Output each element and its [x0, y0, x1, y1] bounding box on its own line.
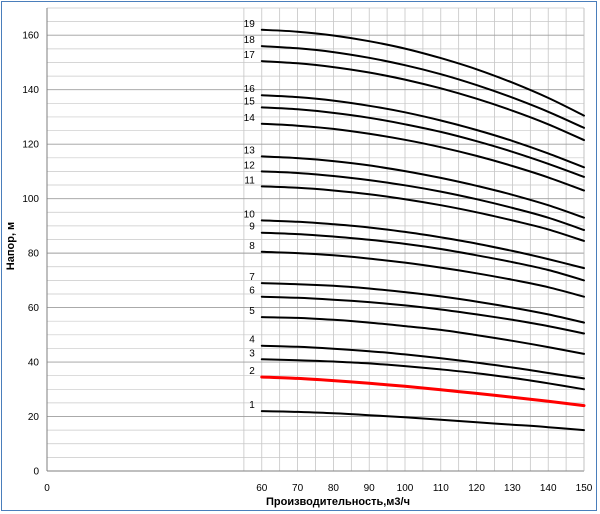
x-axis-title: Производительность,м3/ч: [266, 496, 410, 508]
y-tick-label: 160: [22, 31, 39, 42]
curve-label-10: 10: [244, 209, 256, 220]
x-tick-label: 80: [328, 483, 340, 494]
x-tick-labels: 0 60 70 80 90 100 110 120 130 140 150: [44, 483, 593, 494]
curve-label-18: 18: [244, 35, 256, 46]
curve-label-6: 6: [249, 286, 255, 297]
x-tick-label: 140: [540, 483, 557, 494]
curve-14: [260, 122, 585, 192]
x-tick-label: 120: [468, 483, 485, 494]
y-tick-label: 100: [22, 194, 39, 205]
curve-label-16: 16: [244, 84, 256, 95]
curve-9: [260, 231, 585, 282]
curve-label-12: 12: [244, 160, 256, 171]
x-tick-label: 110: [433, 483, 449, 494]
y-tick-label: 80: [28, 249, 40, 260]
x-tick-label: 0: [44, 483, 50, 494]
curve-18: [260, 45, 585, 129]
curve-11: [260, 185, 585, 242]
curve-label-5: 5: [249, 306, 255, 317]
curve-6: [260, 295, 585, 335]
curve-4: [260, 344, 585, 380]
curve-label-15: 15: [244, 96, 256, 107]
x-tick-label: 100: [397, 483, 414, 494]
curve-19: [260, 28, 585, 117]
y-tick-label: 140: [22, 85, 39, 96]
y-tick-label: 60: [28, 303, 40, 314]
curve-7: [260, 282, 585, 324]
curve-label-14: 14: [244, 113, 256, 124]
x-tick-label: 70: [292, 483, 304, 494]
curve-1: [260, 410, 585, 432]
curve-label-9: 9: [249, 222, 255, 233]
curve-3: [260, 358, 585, 391]
curve-label-8: 8: [249, 241, 255, 252]
x-tick-label: 130: [504, 483, 521, 494]
curve-15: [260, 106, 585, 178]
y-tick-label: 20: [28, 412, 40, 423]
curve-label-17: 17: [244, 50, 256, 61]
curve-12: [260, 170, 585, 231]
curve-label-7: 7: [249, 272, 255, 283]
curve-17: [260, 60, 585, 142]
y-tick-label: 120: [22, 140, 39, 151]
x-tick-label: 150: [576, 483, 593, 494]
y-tick-labels: 0 20 40 60 80 100 120 140 160: [22, 31, 39, 478]
curve-label-19: 19: [244, 19, 256, 30]
y-tick-label: 40: [28, 358, 40, 369]
curve-label-1: 1: [249, 400, 255, 411]
x-tick-label: 60: [256, 483, 268, 494]
grid: [47, 7, 585, 471]
y-tick-label: 0: [33, 467, 39, 478]
y-axis-title: Напор, м: [5, 222, 17, 270]
curve-16: [260, 94, 585, 169]
curve-10: [260, 219, 585, 270]
curve-label-11: 11: [244, 175, 255, 186]
curve-label-4: 4: [249, 335, 255, 346]
x-tick-label: 90: [364, 483, 376, 494]
curve-2: [260, 375, 586, 408]
curve-13: [260, 155, 585, 219]
curve-label-13: 13: [244, 145, 256, 156]
curve-5: [260, 316, 585, 355]
curve-label-3: 3: [249, 348, 255, 359]
axes: [46, 8, 585, 472]
curve-8: [260, 250, 585, 298]
head-curves: [260, 28, 586, 432]
curve-label-2: 2: [249, 366, 255, 377]
